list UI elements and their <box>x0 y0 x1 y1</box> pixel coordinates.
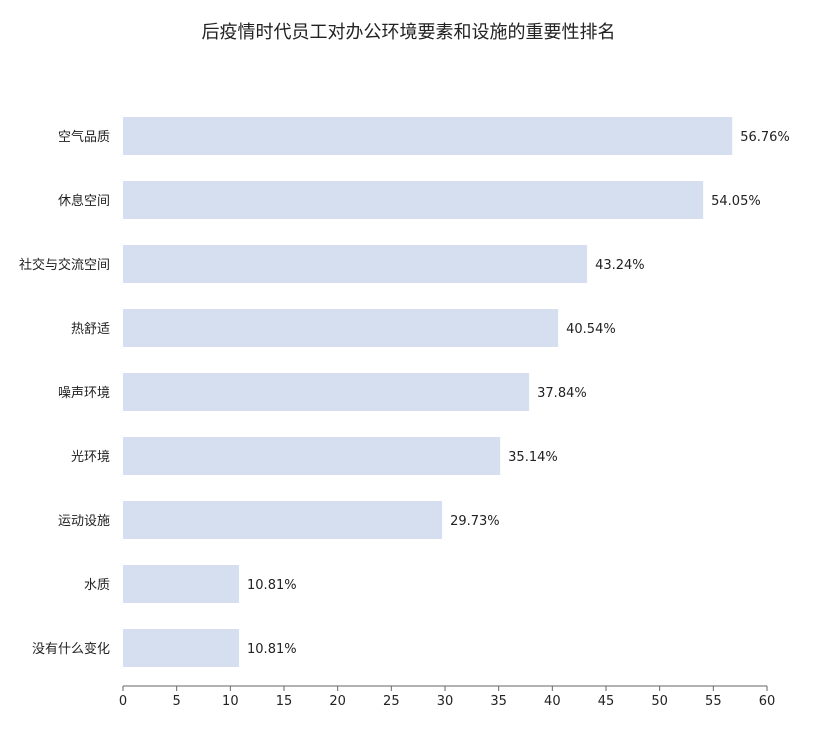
x-tick-label: 55 <box>705 694 722 709</box>
bar-3 <box>123 245 588 283</box>
data-label: 10.81% <box>247 642 297 657</box>
bar-4 <box>123 309 559 347</box>
bar-1 <box>123 117 733 155</box>
bar-7 <box>123 501 443 539</box>
x-tick-label: 45 <box>598 694 615 709</box>
category-label: 空气品质 <box>58 129 110 145</box>
x-tick-label: 50 <box>651 694 668 709</box>
category-label: 光环境 <box>71 450 110 465</box>
data-label: 54.05% <box>711 194 761 209</box>
data-label: 29.73% <box>450 514 500 529</box>
bar-8 <box>123 565 240 603</box>
x-tick-label: 35 <box>490 694 507 709</box>
x-tick-label: 5 <box>173 694 181 709</box>
x-tick-label: 30 <box>437 694 454 709</box>
x-tick-label: 0 <box>119 694 127 709</box>
category-label: 社交与交流空间 <box>19 257 110 273</box>
data-label: 40.54% <box>566 322 616 337</box>
category-label: 休息空间 <box>58 193 110 209</box>
bar-5 <box>123 373 530 411</box>
category-label: 水质 <box>84 578 110 593</box>
data-label: 56.76% <box>740 130 790 145</box>
x-tick-label: 15 <box>276 694 293 709</box>
data-label: 43.24% <box>595 258 645 273</box>
x-tick-label: 10 <box>222 694 239 709</box>
x-tick-label: 20 <box>329 694 346 709</box>
x-tick-label: 40 <box>544 694 561 709</box>
chart-title: 后疫情时代员工对办公环境要素和设施的重要性排名 <box>201 22 616 43</box>
bar-2 <box>123 181 704 219</box>
category-label: 运动设施 <box>58 514 110 529</box>
x-tick-label: 60 <box>759 694 776 709</box>
bar-9 <box>123 629 240 667</box>
data-label: 10.81% <box>247 578 297 593</box>
data-label: 35.14% <box>508 450 558 465</box>
category-label: 噪声环境 <box>58 386 110 401</box>
category-label: 没有什么变化 <box>32 641 110 657</box>
bar-6 <box>123 437 501 475</box>
category-label: 热舒适 <box>71 322 110 337</box>
data-label: 37.84% <box>537 386 587 401</box>
x-tick-label: 25 <box>383 694 400 709</box>
